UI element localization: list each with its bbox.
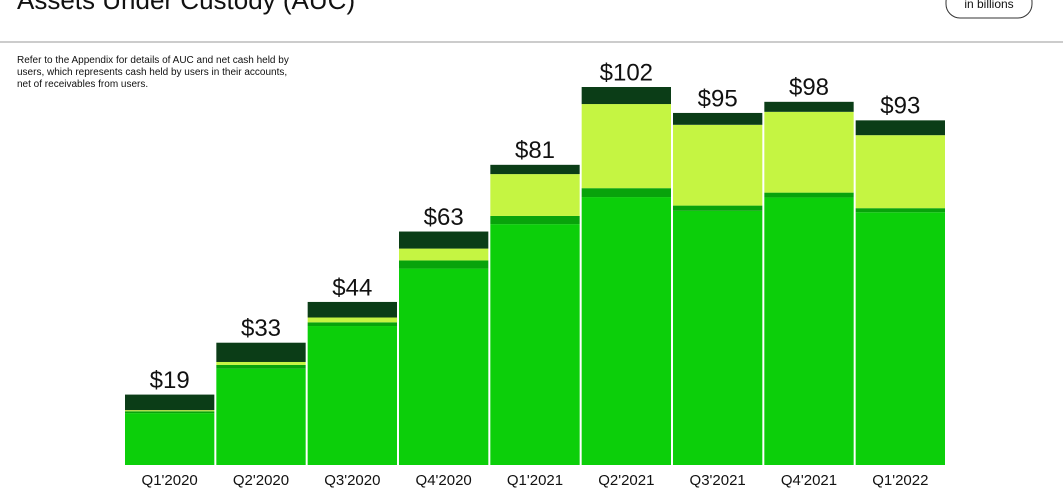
x-tick-label: Q2'2020 xyxy=(233,472,289,489)
x-tick-label: Q3'2021 xyxy=(690,472,746,489)
total-label: $102 xyxy=(600,59,653,86)
x-tick-label: Q1'2022 xyxy=(872,472,928,489)
total-label: $19 xyxy=(150,367,190,394)
bar-segment xyxy=(490,164,580,175)
x-tick-label: Q3'2020 xyxy=(324,472,380,489)
bar-segment xyxy=(216,342,306,362)
bar-segment xyxy=(399,248,489,261)
bar-segment xyxy=(490,224,580,465)
unit-badge: in billions xyxy=(964,0,1013,11)
bar-segment xyxy=(581,197,671,466)
note-line: net of receivables from users. xyxy=(17,79,148,90)
bar-segment xyxy=(125,410,215,412)
bar-segment xyxy=(399,260,489,269)
bar-segment xyxy=(307,322,397,327)
bar-segment xyxy=(399,231,489,249)
bar-segment xyxy=(764,111,854,193)
bar-segment xyxy=(581,87,671,105)
x-tick-label: Q4'2021 xyxy=(781,472,837,489)
bar-segment xyxy=(490,174,580,216)
bar-segment xyxy=(125,411,215,414)
note-line: users, which represents cash held by use… xyxy=(17,67,287,78)
note-line: Refer to the Appendix for details of AUC… xyxy=(17,55,289,66)
bar-segment xyxy=(399,268,489,465)
bar-segment xyxy=(673,112,763,125)
bar-segment xyxy=(125,413,215,465)
total-label: $33 xyxy=(241,315,281,342)
bar-segment xyxy=(216,368,306,465)
bar-segment xyxy=(764,101,854,112)
bar-segment xyxy=(673,124,763,206)
bar-segment xyxy=(673,210,763,465)
x-tick-label: Q4'2020 xyxy=(416,472,472,489)
bar-segment xyxy=(581,188,671,198)
x-tick-label: Q2'2021 xyxy=(598,472,654,489)
total-label: $93 xyxy=(880,93,920,120)
bar-segment xyxy=(764,197,854,465)
bar-segment xyxy=(581,104,671,189)
bar-segment xyxy=(125,394,215,411)
bar-segment xyxy=(307,326,397,465)
bar-segment xyxy=(855,208,945,213)
bar-segment xyxy=(307,301,397,318)
total-label: $98 xyxy=(789,74,829,101)
bar-segment xyxy=(216,361,306,365)
total-label: $44 xyxy=(332,274,372,301)
total-label: $63 xyxy=(424,204,464,231)
bar-segment xyxy=(764,192,854,198)
x-tick-label: Q1'2020 xyxy=(142,472,198,489)
total-label: $81 xyxy=(515,137,555,164)
bar-segment xyxy=(490,215,580,225)
x-tick-label: Q1'2021 xyxy=(507,472,563,489)
chart-title: Assets Under Custody (AUC) xyxy=(17,0,355,15)
bar-segment xyxy=(673,205,763,211)
bar-segment xyxy=(216,364,306,369)
badge-frame xyxy=(945,0,1033,19)
bar-segment xyxy=(855,120,945,136)
total-label: $95 xyxy=(698,85,738,112)
bar-segment xyxy=(307,317,397,323)
bar-segment xyxy=(855,212,945,465)
bar-segment xyxy=(855,135,945,209)
